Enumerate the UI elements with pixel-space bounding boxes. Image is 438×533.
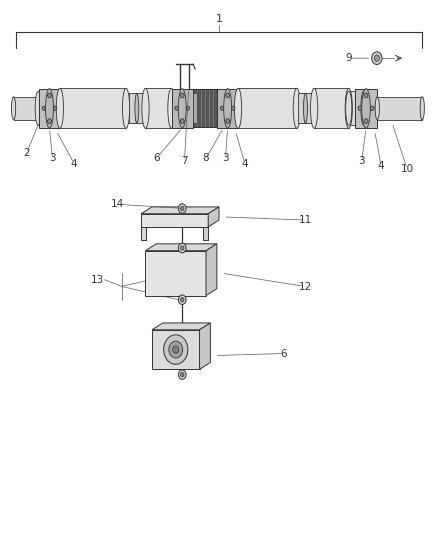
Circle shape xyxy=(180,297,184,302)
Circle shape xyxy=(226,119,230,124)
Circle shape xyxy=(169,341,183,358)
Ellipse shape xyxy=(362,88,370,128)
Circle shape xyxy=(374,55,379,61)
Circle shape xyxy=(186,106,190,110)
Bar xyxy=(172,88,193,128)
Bar xyxy=(355,88,377,128)
Polygon shape xyxy=(152,323,210,330)
Bar xyxy=(298,93,313,123)
Polygon shape xyxy=(203,227,208,240)
Circle shape xyxy=(178,295,186,304)
Circle shape xyxy=(48,119,51,124)
Ellipse shape xyxy=(178,88,186,128)
Circle shape xyxy=(364,119,368,124)
Ellipse shape xyxy=(234,88,242,128)
Ellipse shape xyxy=(142,88,149,128)
Text: 3: 3 xyxy=(49,154,56,164)
Circle shape xyxy=(180,93,184,98)
Text: 3: 3 xyxy=(222,154,229,164)
Text: 4: 4 xyxy=(71,159,78,168)
Polygon shape xyxy=(141,227,146,240)
Text: 6: 6 xyxy=(281,349,287,359)
Ellipse shape xyxy=(361,91,367,125)
Ellipse shape xyxy=(122,88,130,128)
Text: 8: 8 xyxy=(203,154,209,164)
Bar xyxy=(39,88,60,128)
Polygon shape xyxy=(206,244,217,295)
Ellipse shape xyxy=(135,93,139,123)
Text: 3: 3 xyxy=(358,156,365,166)
Ellipse shape xyxy=(44,91,50,125)
Text: 4: 4 xyxy=(378,161,385,171)
Polygon shape xyxy=(208,207,219,227)
Circle shape xyxy=(364,93,368,98)
Bar xyxy=(145,251,206,295)
Polygon shape xyxy=(145,244,217,251)
Bar xyxy=(129,93,145,123)
Bar xyxy=(145,88,171,128)
Circle shape xyxy=(371,106,374,110)
Polygon shape xyxy=(200,323,210,369)
Ellipse shape xyxy=(35,91,41,125)
Ellipse shape xyxy=(168,88,175,128)
Circle shape xyxy=(42,106,46,110)
Text: 12: 12 xyxy=(299,281,312,292)
Ellipse shape xyxy=(56,88,64,128)
Bar xyxy=(314,88,349,128)
Circle shape xyxy=(180,206,184,211)
Circle shape xyxy=(226,93,230,98)
Text: 13: 13 xyxy=(91,274,105,285)
Text: 14: 14 xyxy=(111,199,124,209)
Ellipse shape xyxy=(46,88,53,128)
Circle shape xyxy=(180,119,184,124)
Circle shape xyxy=(358,106,362,110)
Circle shape xyxy=(53,106,57,110)
Circle shape xyxy=(372,52,382,64)
Ellipse shape xyxy=(375,96,379,120)
Bar xyxy=(14,96,38,120)
Ellipse shape xyxy=(311,88,318,128)
Circle shape xyxy=(178,204,186,213)
Circle shape xyxy=(180,373,184,377)
Bar xyxy=(60,88,126,128)
Circle shape xyxy=(178,243,186,253)
Ellipse shape xyxy=(346,91,352,125)
Bar xyxy=(152,330,200,369)
Text: 10: 10 xyxy=(400,164,413,174)
Bar xyxy=(238,88,297,128)
Circle shape xyxy=(178,370,186,379)
Text: 9: 9 xyxy=(346,53,352,63)
Text: 2: 2 xyxy=(23,148,30,158)
Circle shape xyxy=(164,335,188,365)
Bar xyxy=(38,91,47,125)
Bar xyxy=(141,214,208,227)
Circle shape xyxy=(175,106,178,110)
Circle shape xyxy=(220,106,224,110)
Ellipse shape xyxy=(224,88,232,128)
Polygon shape xyxy=(141,207,219,214)
Text: 1: 1 xyxy=(215,14,223,23)
Ellipse shape xyxy=(11,96,16,120)
Ellipse shape xyxy=(345,88,352,128)
Ellipse shape xyxy=(36,96,40,120)
Text: 4: 4 xyxy=(242,159,248,168)
Circle shape xyxy=(173,346,179,353)
Bar xyxy=(349,91,364,125)
Bar xyxy=(193,90,221,127)
Bar xyxy=(193,93,198,123)
Circle shape xyxy=(232,106,235,110)
Circle shape xyxy=(180,246,184,250)
Bar xyxy=(217,93,221,123)
Ellipse shape xyxy=(420,96,424,120)
Circle shape xyxy=(48,93,51,98)
Ellipse shape xyxy=(304,93,307,123)
Text: 6: 6 xyxy=(153,154,159,164)
Ellipse shape xyxy=(293,88,300,128)
Text: 11: 11 xyxy=(299,215,312,225)
Bar xyxy=(377,96,422,120)
Text: 7: 7 xyxy=(181,156,188,166)
Bar xyxy=(217,88,238,128)
